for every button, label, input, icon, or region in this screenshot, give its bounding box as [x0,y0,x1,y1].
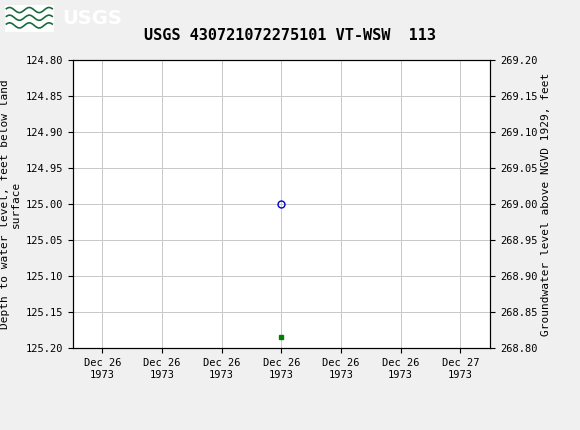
Y-axis label: Groundwater level above NGVD 1929, feet: Groundwater level above NGVD 1929, feet [542,73,552,336]
FancyBboxPatch shape [5,5,54,32]
Text: USGS: USGS [63,9,122,28]
Y-axis label: Depth to water level, feet below land
surface: Depth to water level, feet below land su… [0,80,21,329]
Text: USGS 430721072275101 VT-WSW  113: USGS 430721072275101 VT-WSW 113 [144,28,436,43]
